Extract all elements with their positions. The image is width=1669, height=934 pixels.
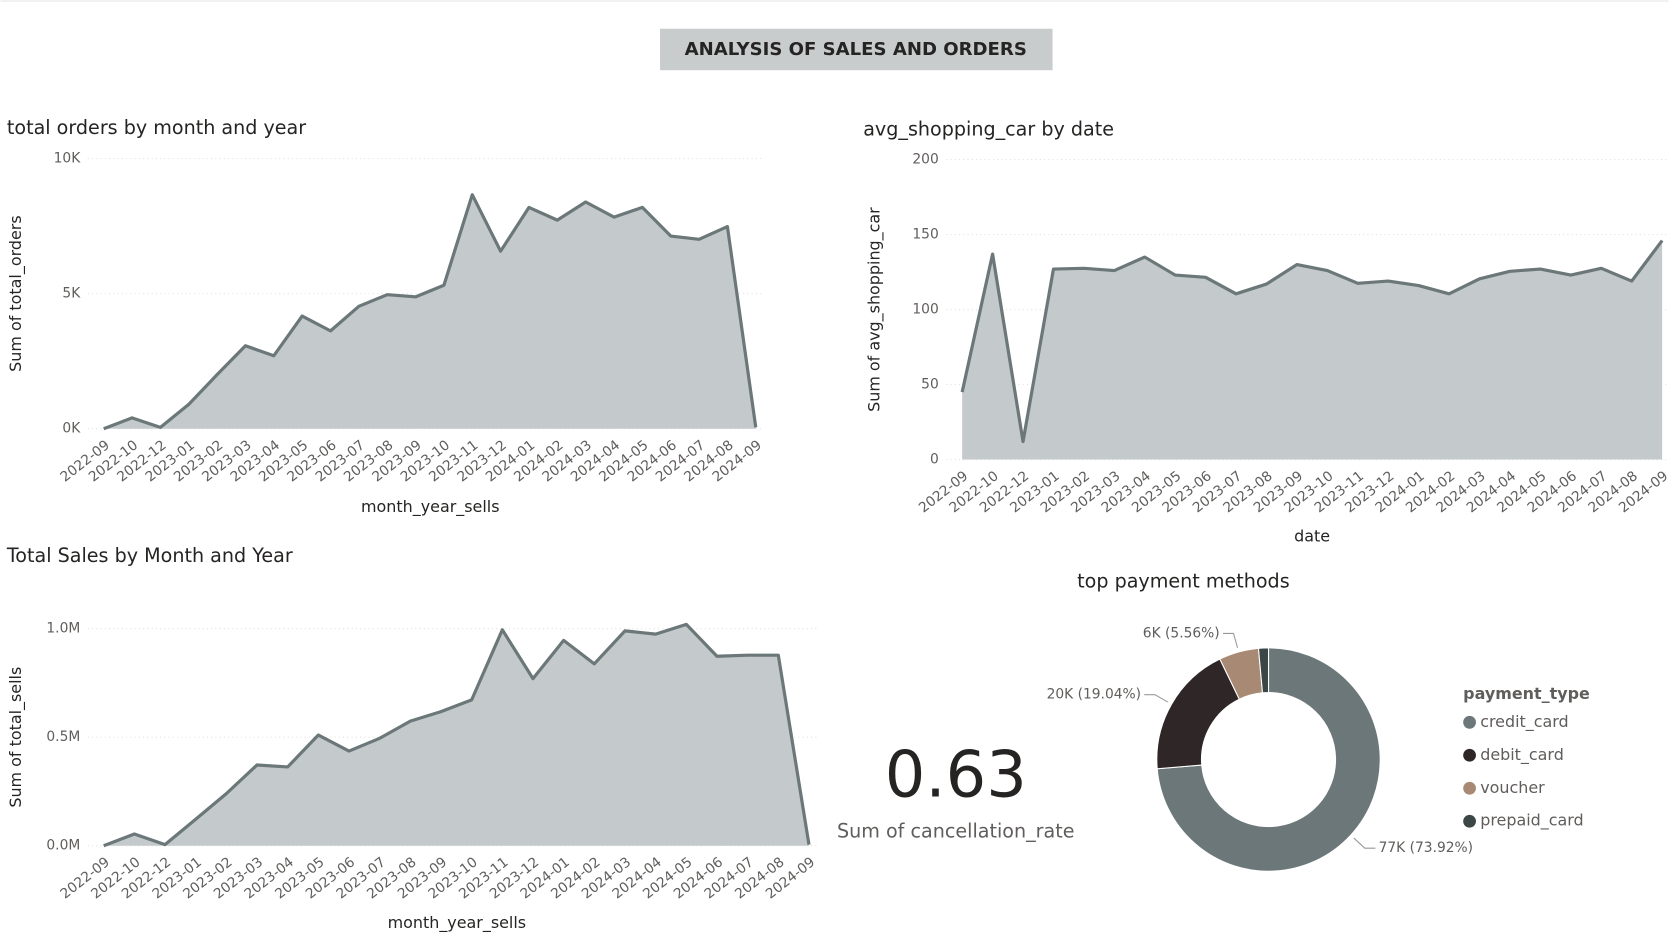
legend-label: debit_card [1480,745,1564,765]
legend-swatch [1463,748,1476,762]
card-value: 0.63 [885,738,1027,812]
label-leader [1144,694,1169,703]
label-leader [1353,837,1376,849]
x-axis-label: date [1294,527,1330,546]
y-tick-label: 0 [930,452,939,468]
legend-label: voucher [1480,778,1545,797]
y-tick-label: 0.0M [46,838,80,854]
card-label: Sum of cancellation_rate [837,819,1075,842]
y-tick-label: 150 [912,227,938,243]
area-fill [103,194,756,429]
legend-swatch [1463,814,1476,828]
area-line [960,239,1664,444]
x-axis-label: month_year_sells [388,913,527,933]
chart-title: avg_shopping_car by date [863,117,1114,140]
header-title: ANALYSIS OF SALES AND ORDERS [685,39,1027,60]
y-tick-label: 10K [54,151,82,167]
y-axis-label: Sum of total_sells [6,667,26,808]
chart-title: total orders by month and year [7,116,306,139]
y-tick-label: 50 [921,377,939,393]
data-label: 77K (73.92%) [1379,840,1473,856]
legend-label: credit_card [1480,712,1568,732]
data-label: 6K (5.56%) [1143,625,1220,641]
area-line [103,622,811,848]
legend-swatch [1463,781,1476,795]
donut-slice [1257,647,1270,694]
y-tick-label: 5K [62,286,81,302]
header-box [660,28,1053,71]
y-axis-label: Sum of total_orders [6,215,26,371]
area-fill [962,240,1663,460]
legend-label: prepaid_card [1480,811,1583,831]
area-fill [103,624,809,846]
data-label: 20K (19.04%) [1047,687,1141,703]
chart-title: top payment methods [1077,569,1290,592]
donut-slice [1156,658,1241,770]
donut-slice [1156,647,1381,872]
area-line [103,193,758,431]
legend-swatch [1463,715,1476,729]
label-leader [1222,632,1239,648]
y-tick-label: 200 [912,152,938,168]
legend-title: payment_type [1463,684,1590,703]
y-tick-label: 100 [912,302,938,318]
y-tick-label: 0K [62,421,81,437]
x-axis-label: month_year_sells [361,497,500,517]
chart-title: Total Sales by Month and Year [6,544,293,567]
y-axis-label: Sum of avg_shopping_car [864,207,884,412]
y-tick-label: 1.0M [46,621,80,637]
y-tick-label: 0.5M [46,729,80,745]
